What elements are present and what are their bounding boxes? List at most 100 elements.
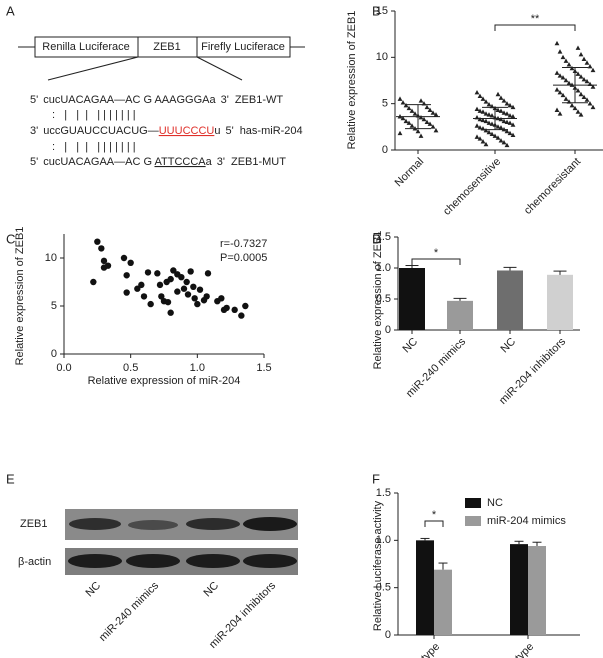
data-point — [409, 108, 415, 113]
legend-label: NC — [487, 497, 503, 509]
y-tick-label: 1.0 — [376, 534, 391, 546]
sequence: 5' cucUACAGAA—AC G ATTCCCAa 3' ZEB1-MUT — [30, 156, 286, 168]
panel-label: E — [6, 471, 15, 486]
data-point — [238, 312, 245, 319]
data-point — [495, 107, 501, 112]
lane-label: NC — [201, 580, 221, 600]
data-point — [433, 127, 439, 133]
y-tick-label: 10 — [376, 51, 388, 63]
data-point — [123, 272, 130, 279]
data-point — [489, 131, 495, 137]
data-point — [486, 112, 492, 117]
data-point — [427, 121, 433, 126]
data-point — [474, 134, 480, 139]
x-tick-label: 0.0 — [56, 362, 71, 374]
data-point — [495, 124, 501, 129]
data-point — [158, 293, 165, 300]
data-point — [501, 139, 507, 145]
data-point — [174, 288, 181, 295]
data-point — [575, 71, 581, 76]
x-tick-label: chemoresistant — [522, 156, 583, 217]
sequence-name: has-miR-204 — [240, 125, 303, 137]
data-point — [563, 58, 569, 63]
data-point — [504, 142, 510, 148]
x-tick-label: 1.0 — [190, 362, 205, 374]
data-point — [154, 270, 161, 277]
data-point — [183, 278, 190, 286]
x-tick-label: Normal — [393, 156, 427, 190]
data-point — [578, 74, 584, 79]
data-point — [581, 56, 587, 61]
data-point — [554, 40, 560, 46]
data-point — [231, 306, 238, 314]
strand-end: 5' — [30, 156, 38, 168]
data-point — [223, 304, 230, 312]
y-tick-label: 0 — [51, 348, 57, 360]
data-point — [94, 238, 101, 245]
data-point — [483, 141, 489, 147]
data-point — [427, 107, 433, 112]
data-point — [418, 133, 424, 138]
data-point — [403, 118, 409, 124]
construct-label: Firefly Luciferace — [201, 41, 285, 53]
data-point — [584, 97, 590, 102]
data-point — [498, 138, 504, 143]
data-point — [560, 54, 566, 60]
data-point — [480, 139, 486, 144]
data-point — [477, 116, 483, 122]
significance-bracket — [424, 520, 444, 527]
sequence-part: a — [206, 156, 213, 168]
data-point — [167, 309, 174, 316]
data-point — [204, 270, 212, 277]
data-point — [123, 289, 130, 296]
y-tick-label: 5 — [382, 98, 388, 110]
data-point — [397, 96, 403, 101]
data-point — [180, 285, 188, 292]
sequence-part: uccGUAUCCUACUG— — [43, 125, 159, 137]
data-point — [587, 101, 593, 106]
construct-label: Renilla Luciferace — [42, 41, 129, 53]
y-tick-label: 0 — [385, 324, 391, 336]
blot-band — [68, 554, 122, 568]
x-tick-label: Wild type — [402, 641, 442, 658]
data-point — [409, 123, 415, 128]
data-point — [400, 100, 406, 105]
blot-band — [128, 520, 178, 530]
data-point — [578, 112, 584, 117]
construct-label: ZEB1 — [153, 41, 181, 53]
data-point — [430, 110, 436, 115]
y-tick-label: 5 — [51, 300, 57, 312]
panel-a: A Renilla Luciferace ZEB1 Firefly Lucife… — [6, 3, 305, 81]
legend-label: miR-204 mimics — [487, 515, 566, 527]
data-point — [480, 109, 486, 114]
y-tick-label: 0 — [382, 144, 388, 156]
data-point — [590, 67, 596, 73]
data-point — [120, 254, 128, 262]
data-point — [587, 64, 593, 69]
data-point — [424, 119, 430, 124]
data-point — [510, 132, 516, 137]
data-point — [563, 96, 569, 101]
data-point — [501, 110, 507, 115]
data-point — [504, 111, 510, 116]
x-tick-label: NC — [498, 336, 518, 356]
blot-band — [186, 518, 240, 530]
data-point — [170, 267, 177, 274]
data-point — [477, 125, 483, 130]
data-point — [187, 268, 194, 275]
data-point — [406, 105, 412, 111]
legend-swatch — [465, 498, 481, 508]
panel-label: A — [6, 3, 15, 18]
significance-label: * — [432, 509, 437, 521]
y-tick-label: 1.0 — [376, 262, 391, 274]
significance-label: ** — [531, 13, 540, 25]
data-point — [480, 117, 486, 123]
bar — [547, 274, 573, 330]
bar — [399, 268, 425, 330]
panel-label: F — [372, 471, 380, 486]
data-point — [403, 102, 409, 108]
data-point — [483, 118, 489, 124]
y-tick-label: 1.5 — [376, 487, 391, 499]
data-point — [477, 108, 483, 113]
